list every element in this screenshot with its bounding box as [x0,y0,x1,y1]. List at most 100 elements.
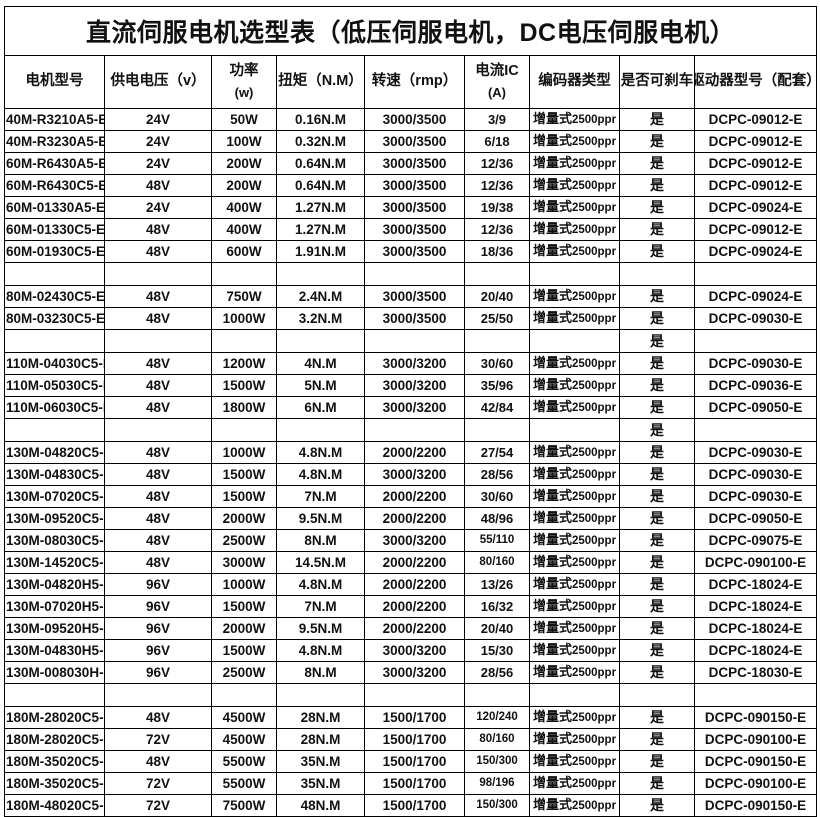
cell-volt [104,683,212,707]
cell-volt [104,329,212,353]
cell-brake: 是 [619,595,695,618]
cell-brake: 是 [619,307,695,330]
column-header-unit: (w) [234,85,254,101]
encoder-resolution-label: 2500ppr [571,447,617,459]
cell-current [464,418,530,442]
cell-speed: 2000/2200 [364,573,465,596]
table-row: 40M-R3210A5-E 24V 50W 0.16N.M 3000/3500 3/9 增量… [4,108,818,131]
cell-encoder: 增量式2500ppr [529,441,620,464]
cell-current: 120/240 [464,706,530,729]
cell-power: 400W [211,196,277,219]
cell-driver: DCPC-090150-E [693,750,818,773]
cell-torque: 0.32N.M [276,130,365,153]
cell-model: 130M-09520C5-E [4,507,105,530]
cell-volt: 48V [104,463,212,486]
cell-volt: 48V [104,706,212,729]
encoder-type-label: 增量式 [532,243,572,258]
cell-brake: 是 [619,750,695,773]
cell-brake: 是 [619,130,695,153]
cell-encoder: 增量式2500ppr [529,352,620,375]
cell-driver: DCPC-090100-E [693,551,818,574]
cell-power: 2000W [211,507,277,530]
cell-current: 20/40 [464,285,530,308]
cell-driver [693,683,818,707]
cell-driver: DCPC-09024-E [693,285,818,308]
column-header-torque: 扭矩（N.M） [276,55,365,109]
cell-model: 40M-R3210A5-E [4,108,105,131]
cell-brake: 是 [619,240,695,263]
cell-encoder: 增量式2500ppr [529,485,620,508]
encoder-resolution-label: 2500ppr [571,246,617,258]
cell-model: 110M-04030C5-E [4,352,105,375]
cell-model: 110M-06030C5-E [4,396,105,419]
cell-brake: 是 [619,352,695,375]
cell-encoder: 增量式2500ppr [529,240,620,263]
cell-model: 130M-008030H-E [4,661,105,684]
cell-brake: 是 [619,485,695,508]
encoder-type-label: 增量式 [532,177,572,192]
cell-encoder: 增量式2500ppr [529,507,620,530]
column-header-speed: 转速（rmp） [364,55,465,109]
encoder-resolution-label: 2500ppr [571,402,617,414]
cell-model: 130M-04830C5-E [4,463,105,486]
cell-brake: 是 [619,661,695,684]
cell-current: 98/196 [464,772,530,795]
cell-current: 12/36 [464,152,530,175]
encoder-resolution-label: 2500ppr [571,756,617,768]
cell-driver [693,329,818,353]
cell-torque: 3.2N.M [276,307,365,330]
encoder-type-label: 增量式 [532,576,572,591]
page-root: 直流伺服电机选型表（低压伺服电机，DC电压伺服电机） 电机型号 供电电压（v） 功率… [3,6,818,817]
table-row: 80M-03230C5-E 48V 1000W 3.2N.M 3000/3500 25/5… [4,307,818,330]
cell-current: 20/40 [464,617,530,640]
cell-encoder: 增量式2500ppr [529,218,620,241]
encoder-type-label: 增量式 [532,709,572,724]
encoder-type-label: 增量式 [532,731,572,746]
column-header-unit: (A) [487,85,507,101]
cell-brake: 是 [619,551,695,574]
cell-encoder: 增量式2500ppr [529,595,620,618]
cell-driver: DCPC-09012-E [693,218,818,241]
encoder-type-label: 增量式 [532,377,572,392]
cell-driver: DCPC-18024-E [693,595,818,618]
table-row: 60M-01330C5-E 48V 400W 1.27N.M 3000/3500 12/3… [4,218,818,241]
cell-volt: 96V [104,639,212,662]
encoder-type-label: 增量式 [532,797,572,812]
cell-power: 5500W [211,772,277,795]
column-header-brake: 是否可刹车 [619,55,695,109]
column-header-label: 编码器类型 [538,73,611,90]
encoder-resolution-label: 2500ppr [571,734,617,746]
page-title: 直流伺服电机选型表（低压伺服电机，DC电压伺服电机） [3,6,818,56]
cell-brake: 是 [619,507,695,530]
cell-driver: DCPC-090150-E [693,706,818,729]
encoder-resolution-label: 2500ppr [571,579,617,591]
cell-volt [104,262,212,286]
cell-torque: 1.27N.M [276,196,365,219]
cell-brake [619,683,695,707]
table-row: 130M-14520C5-E 48V 3000W 14.5N.M 2000/2200 80… [4,551,818,574]
cell-model: 130M-04820H5-E [4,573,105,596]
cell-driver: DCPC-09075-E [693,529,818,552]
table-separator-row [4,683,818,707]
table-row: 180M-28020C5-E 48V 4500W 28N.M 1500/1700 120/… [4,706,818,729]
cell-model: 80M-02430C5-E [4,285,105,308]
cell-brake: 是 [619,573,695,596]
table-body: 直流伺服电机选型表（低压伺服电机，DC电压伺服电机） 电机型号 供电电压（v） 功率… [3,6,818,817]
cell-current: 55/110 [464,529,530,552]
cell-volt: 96V [104,595,212,618]
encoder-resolution-label: 2500ppr [571,712,617,724]
cell-encoder: 增量式2500ppr [529,772,620,795]
table-row: 180M-48020C5-E 72V 7500W 48N.M 1500/1700 150/… [4,794,818,817]
encoder-type-label: 增量式 [532,199,572,214]
cell-torque: 8N.M [276,529,365,552]
cell-current: 27/54 [464,441,530,464]
column-header-stack: 电流IC (A) [467,57,527,108]
cell-brake: 是 [619,218,695,241]
cell-speed [364,329,465,353]
encoder-type-label: 增量式 [532,310,572,325]
cell-speed: 1500/1700 [364,750,465,773]
cell-speed: 1500/1700 [364,706,465,729]
cell-driver: DCPC-090100-E [693,772,818,795]
encoder-type-label: 增量式 [532,155,572,170]
cell-torque: 1.27N.M [276,218,365,241]
